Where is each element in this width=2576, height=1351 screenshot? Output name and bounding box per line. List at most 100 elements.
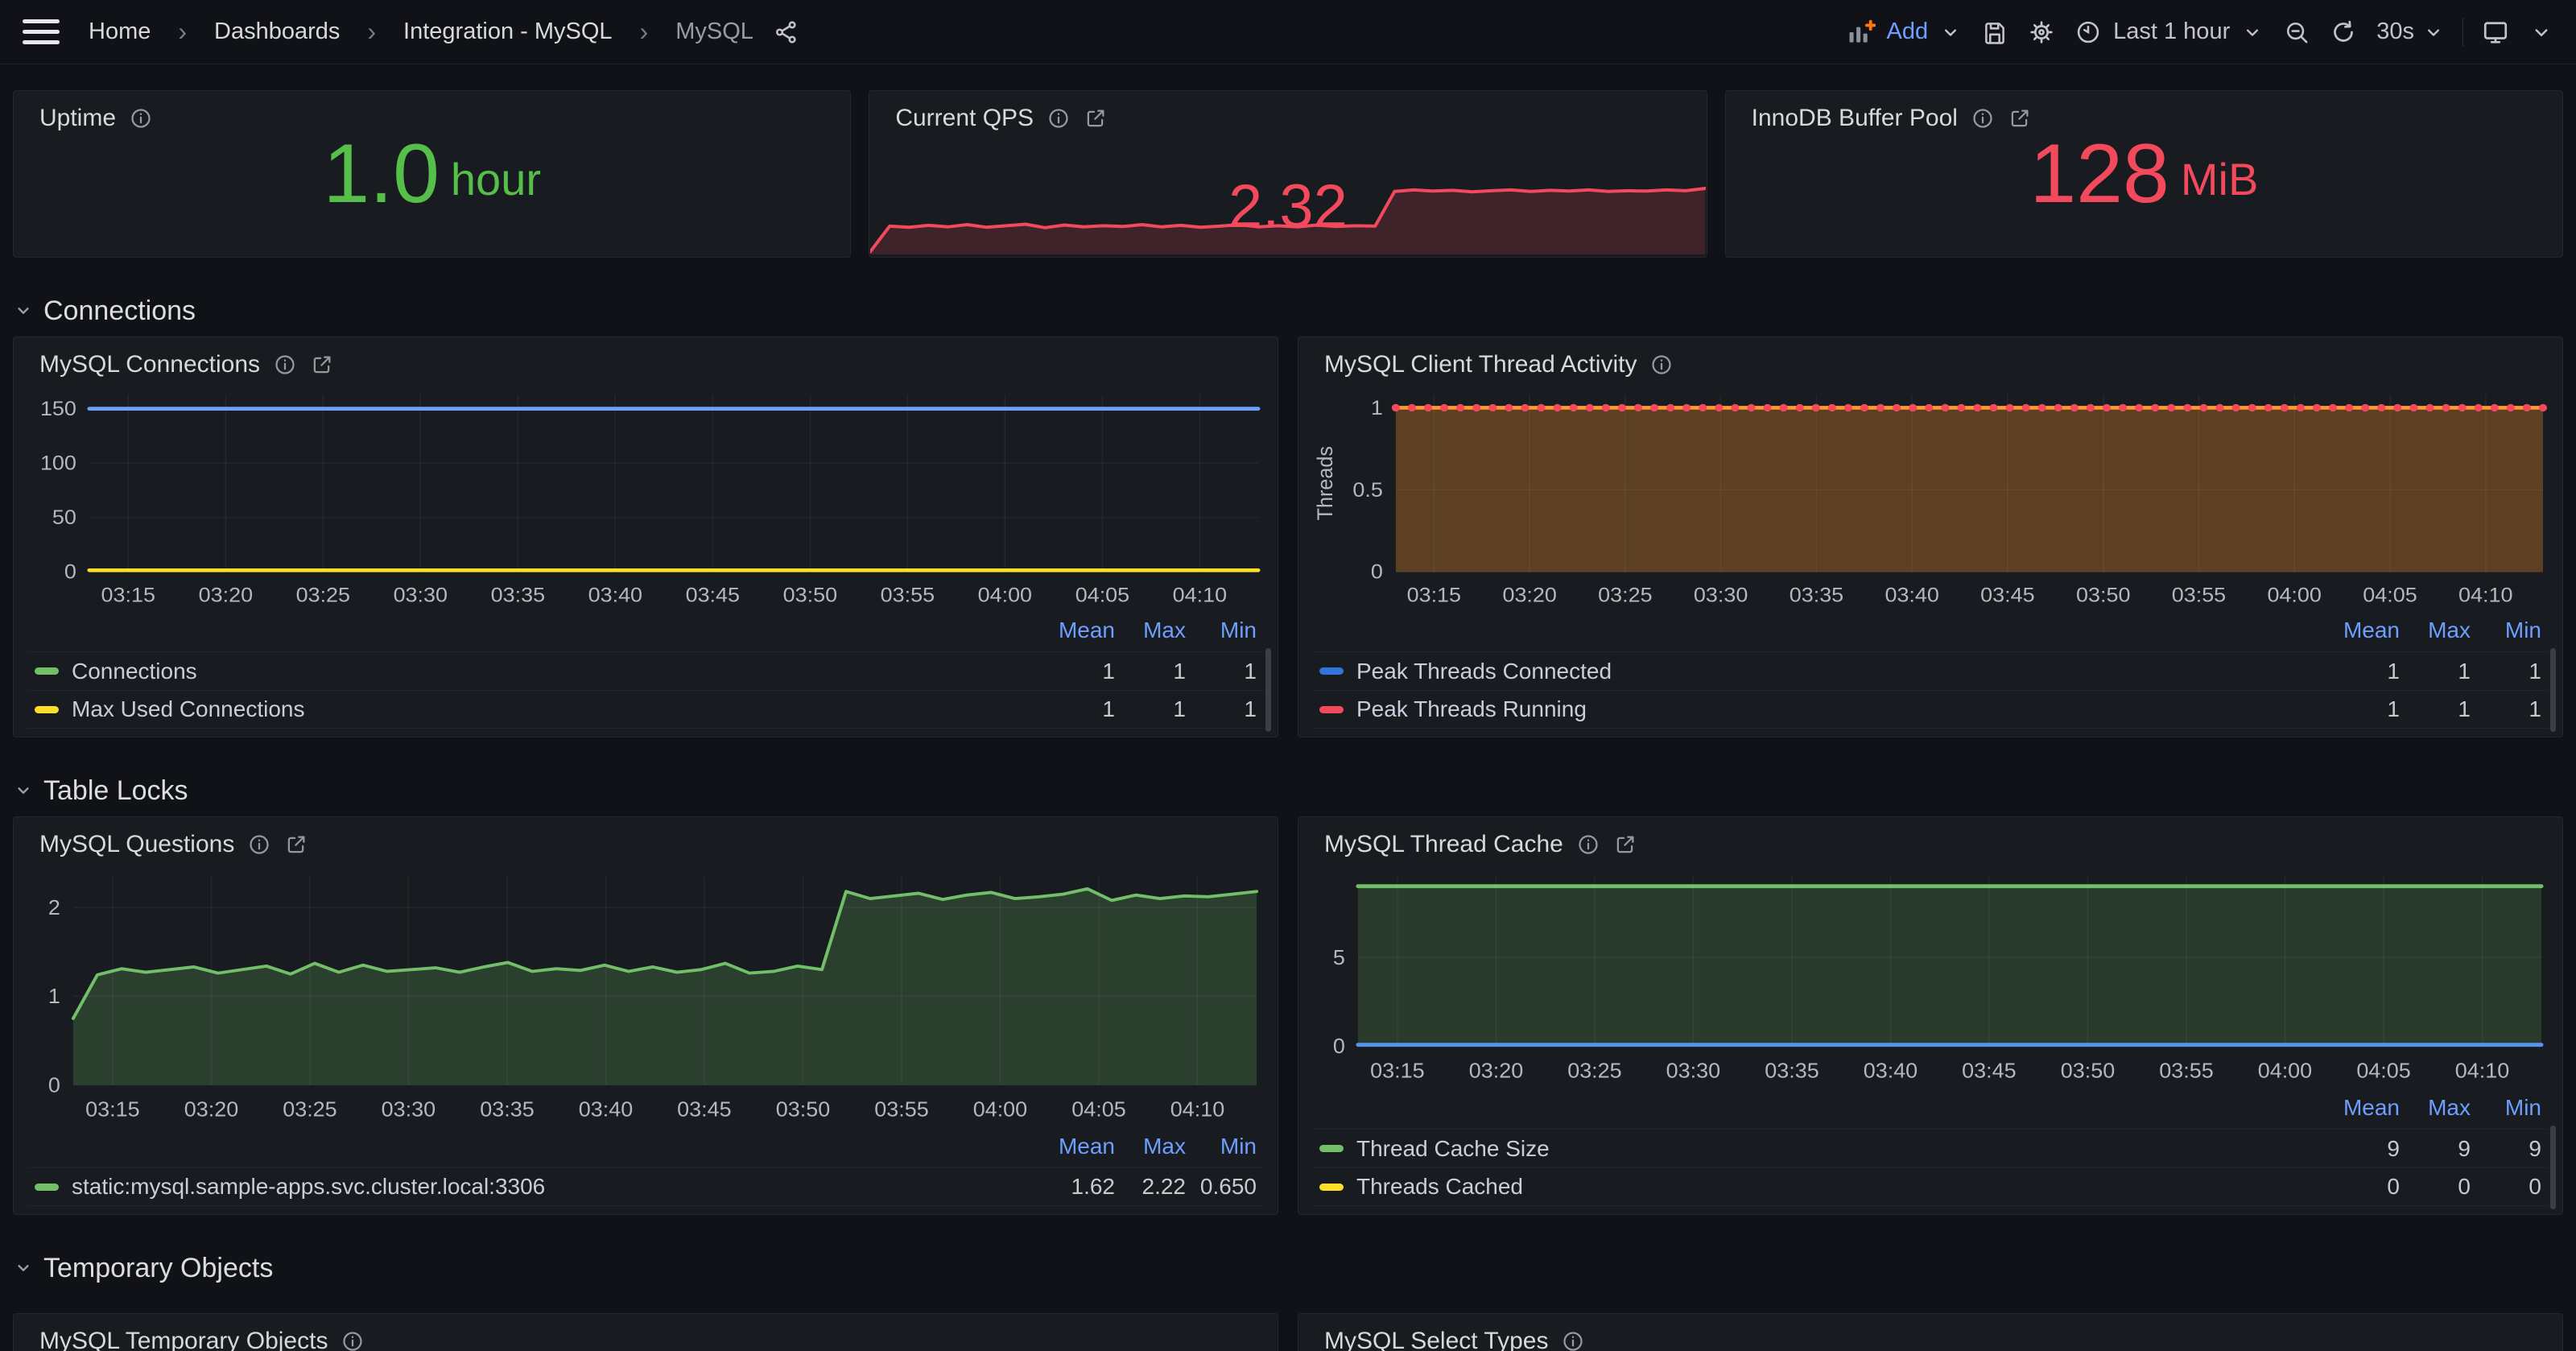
legend-col-max[interactable]: Max [2428,1095,2471,1120]
series-max: 1 [1173,696,1186,721]
legend-col-min[interactable]: Min [2504,618,2541,642]
external-link-icon[interactable] [284,832,308,857]
series-mean: 0 [2387,1174,2400,1199]
panel-title-uptime[interactable]: Uptime [39,105,117,131]
legend-col-max[interactable]: Max [1143,1134,1186,1159]
series-label[interactable]: Peak Threads Connected [1356,658,1612,684]
legend-scrollbar[interactable] [1265,648,1271,732]
external-link-icon[interactable] [310,353,334,377]
legend-col-max[interactable]: Max [1143,618,1186,642]
panel-title-select-types[interactable]: MySQL Select Types [1324,1328,1549,1351]
dashboard-body: Uptime 1.0 hour Current QPS 2.32 [0,64,2576,1351]
thread-cache-chart[interactable]: 0 5 03:15 03:20 03:25 03:30 03:35 03:40 03:45 03:… [1311,864,2549,1087]
series-min: 0 [2529,1174,2541,1199]
svg-text:03:55: 03:55 [2159,1059,2213,1083]
refresh-button[interactable] [2320,10,2367,54]
panel-title-innodb[interactable]: InnoDB Buffer Pool [1751,105,1958,131]
dashboard-settings-button[interactable] [2018,10,2065,54]
svg-text:1: 1 [1371,396,1383,419]
chevron-down-icon [1945,29,1957,36]
series-label[interactable]: Threads Cached [1356,1174,1524,1199]
refresh-interval-picker[interactable]: 30s [2367,10,2454,53]
breadcrumb-dashboards[interactable]: Dashboards [214,19,341,44]
add-button[interactable]: Add [1835,9,1972,56]
info-icon[interactable] [273,353,297,377]
svg-text:03:25: 03:25 [1567,1059,1621,1083]
section-title: Table Locks [43,775,188,806]
legend-scrollbar[interactable] [2550,648,2556,732]
info-icon[interactable] [129,106,153,130]
qps-stat-value: 2.32 [1228,172,1348,241]
info-icon[interactable] [1649,353,1674,377]
svg-text:03:35: 03:35 [1790,583,1843,606]
legend-header: Mean Max Min [28,1129,1263,1167]
panel-title-mysql-connections[interactable]: MySQL Connections [39,351,261,378]
section-temporary-objects[interactable]: Temporary Objects [13,1252,2563,1284]
legend-col-min[interactable]: Min [1220,1134,1257,1159]
external-link-icon[interactable] [2008,106,2032,130]
legend-col-min[interactable]: Min [1220,618,1257,642]
series-max: 0 [2458,1174,2471,1199]
info-icon[interactable] [1576,832,1600,857]
svg-text:0: 0 [1333,1035,1345,1059]
svg-text:03:30: 03:30 [394,583,448,606]
series-label[interactable]: static:mysql.sample-apps.svc.cluster.loc… [72,1174,546,1199]
series-label[interactable]: Connections [72,658,197,684]
svg-text:0: 0 [1371,560,1383,584]
svg-text:03:40: 03:40 [1864,1059,1918,1083]
zoom-out-button[interactable] [2273,10,2320,54]
series-min: 0.650 [1199,1174,1257,1199]
questions-chart[interactable]: 0 1 2 03:15 03:20 03:25 03:30 03:35 03:40 03:45 03… [27,864,1265,1126]
legend-col-mean[interactable]: Mean [2343,618,2400,642]
series-min: 1 [1244,658,1257,684]
external-link-icon[interactable] [1613,832,1637,857]
panel-title-thread-activity[interactable]: MySQL Client Thread Activity [1324,351,1637,378]
connections-chart[interactable]: 0 50 100 150 03:15 03:20 03:25 03:30 03:35 03:40 0… [27,384,1265,609]
breadcrumb-home[interactable]: Home [89,19,151,44]
section-table-locks[interactable]: Table Locks [13,775,2563,807]
series-swatch [1319,1183,1344,1191]
section-connections[interactable]: Connections [13,295,2563,327]
svg-text:03:20: 03:20 [1469,1059,1523,1083]
info-icon[interactable] [1046,106,1071,130]
panel-mysql-connections: MySQL Connections 0 50 100 150 03:15 03:20 03:… [13,337,1278,737]
top-nav: Home › Dashboards › Integration - MySQL … [0,0,2576,64]
save-dashboard-button[interactable] [1971,10,2018,54]
info-icon[interactable] [341,1329,365,1351]
info-icon[interactable] [247,832,271,857]
thread-activity-chart[interactable]: 0 0.5 1 03:15 03:20 03:25 03:30 03:35 03:40 03:45… [1311,384,2549,609]
share-icon[interactable] [768,15,805,49]
legend-col-mean[interactable]: Mean [1058,1134,1115,1159]
series-label[interactable]: Peak Threads Running [1356,696,1587,721]
panel-title-temporary-objects[interactable]: MySQL Temporary Objects [39,1328,328,1351]
toolbar-more-button[interactable] [2520,12,2553,52]
svg-text:03:20: 03:20 [184,1097,238,1122]
legend-col-max[interactable]: Max [2428,618,2471,642]
chevron-down-icon [2535,28,2548,36]
chevron-down-icon [18,1265,29,1271]
info-icon[interactable] [1971,106,1995,130]
legend-col-mean[interactable]: Mean [2343,1095,2400,1120]
legend-col-min[interactable]: Min [2504,1095,2541,1120]
svg-text:04:05: 04:05 [2363,583,2417,606]
series-max: 1 [2458,696,2471,721]
qps-sparkline[interactable] [870,171,1706,256]
info-icon[interactable] [1561,1329,1585,1351]
menu-icon[interactable] [23,14,60,51]
chevron-down-icon [18,308,29,314]
breadcrumb-separator: › [367,17,377,46]
panel-title-current-qps[interactable]: Current QPS [895,105,1034,131]
time-range-label: Last 1 hour [2113,19,2231,44]
breadcrumb-integration-mysql[interactable]: Integration - MySQL [403,19,613,44]
time-range-picker[interactable]: Last 1 hour [2065,10,2273,54]
series-label[interactable]: Thread Cache Size [1356,1135,1550,1161]
legend-col-mean[interactable]: Mean [1058,618,1115,642]
panel-title-mysql-thread-cache[interactable]: MySQL Thread Cache [1324,831,1563,857]
panel-title-mysql-questions[interactable]: MySQL Questions [39,831,235,857]
kiosk-mode-button[interactable] [2471,10,2520,55]
legend-scrollbar[interactable] [2550,1126,2556,1209]
svg-text:03:20: 03:20 [1502,583,1556,606]
series-label[interactable]: Max Used Connections [72,696,305,721]
external-link-icon[interactable] [1084,106,1108,130]
series-mean: 1 [2387,658,2400,684]
